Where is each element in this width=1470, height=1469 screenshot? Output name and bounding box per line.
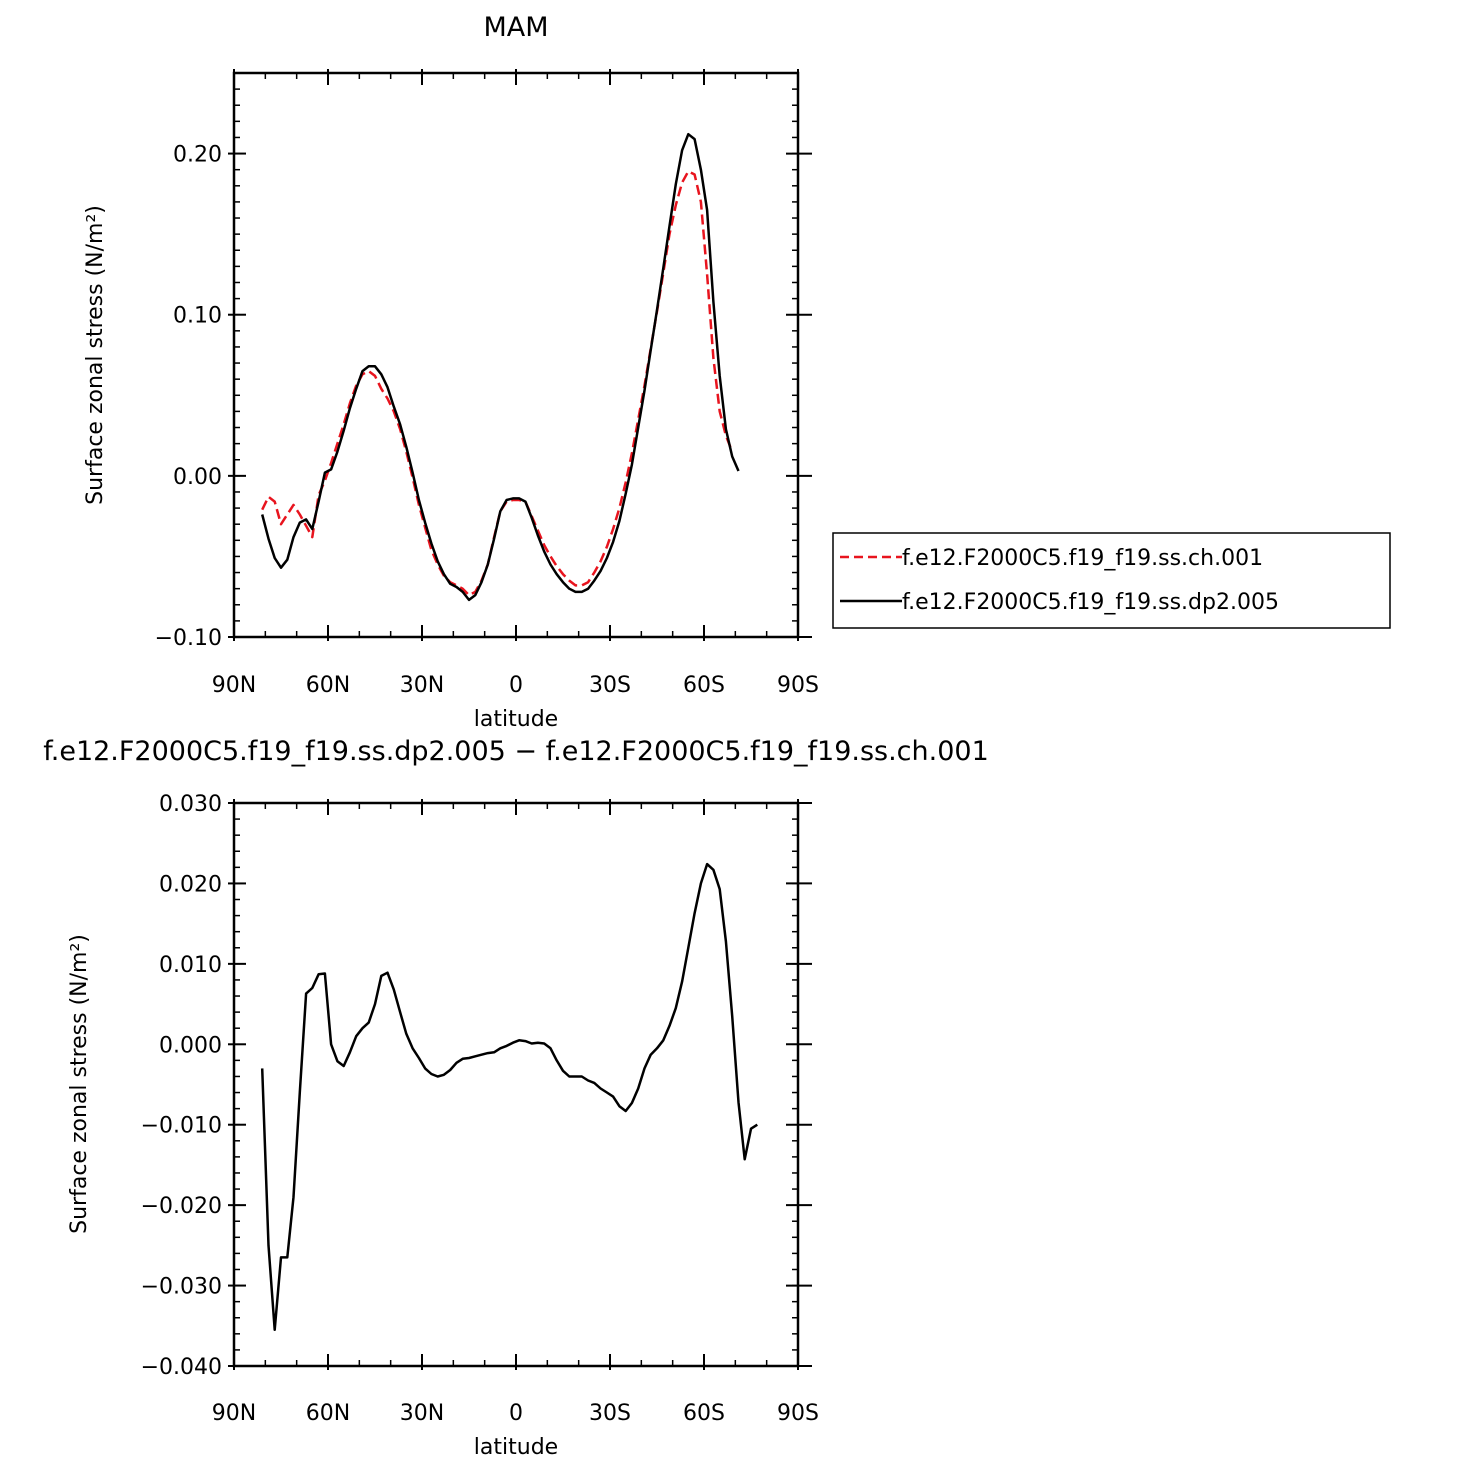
x-tick-label: 60S (683, 1401, 725, 1426)
y-tick-label: 0.030 (159, 792, 222, 817)
top-chart: MAM −0.100.000.100.20 90N 60N 30N 0 30S 60S 90… (83, 12, 1391, 732)
bottom-x-tick-labels: 90N 60N 30N 0 30S 60S 90S (212, 1401, 819, 1426)
y-tick-label: 0.000 (159, 1033, 222, 1058)
x-tick-label: 0 (509, 1401, 523, 1426)
y-tick-label: −0.020 (141, 1194, 222, 1219)
x-tick-label: 60N (306, 673, 350, 698)
top-x-axis-label: latitude (474, 707, 558, 732)
x-tick-label: 30S (589, 1401, 631, 1426)
y-tick-label: 0.020 (159, 872, 222, 897)
y-tick-label: 0.00 (173, 465, 222, 490)
y-tick-label: −0.010 (141, 1114, 222, 1139)
x-tick-label: 60N (306, 1401, 350, 1426)
bottom-y-axis-label: Surface zonal stress (N/m²) (67, 934, 92, 1234)
legend-entry-dp2005: f.e12.F2000C5.f19_f19.ss.dp2.005 (902, 590, 1279, 615)
y-tick-label: −0.10 (155, 626, 222, 651)
bottom-series-lines (260, 862, 758, 1332)
y-tick-label: 0.10 (173, 304, 222, 329)
top-y-tick-labels: −0.10 0.00 0.10 0.20 (155, 143, 222, 651)
legend-box (832, 532, 1391, 629)
x-tick-label: 30N (400, 1401, 444, 1426)
bottom-chart-title: f.e12.F2000C5.f19_f19.ss.dp2.005 − f.e12… (43, 736, 989, 767)
x-tick-label: 90N (212, 673, 256, 698)
y-tick-label: 0.20 (173, 143, 222, 168)
bottom-y-tick-labels: −0.040 −0.030 −0.020 −0.010 0.000 0.010 0.020 0… (141, 792, 222, 1380)
y-tick-label: −0.040 (141, 1355, 222, 1380)
x-tick-label: 90S (777, 1401, 819, 1426)
series-line-0 (261, 170, 734, 597)
top-y-axis-label: Surface zonal stress (N/m²) (83, 205, 108, 505)
bottom-ticks (228, 799, 812, 1370)
series-line-1 (260, 132, 740, 602)
top-legend: f.e12.F2000C5.f19_f19.ss.ch.001 f.e12.F2… (832, 532, 1391, 629)
x-tick-label: 30N (400, 673, 444, 698)
top-x-tick-labels: 90N 60N 30N 0 30S 60S 90S (212, 673, 819, 698)
bottom-chart: f.e12.F2000C5.f19_f19.ss.dp2.005 − f.e12… (43, 736, 989, 1460)
top-series-lines (260, 132, 740, 602)
y-tick-label: 0.010 (159, 953, 222, 978)
x-tick-label: 90S (777, 673, 819, 698)
top-ticks (228, 69, 812, 641)
top-chart-title: MAM (483, 12, 548, 43)
legend-entry-ch001: f.e12.F2000C5.f19_f19.ss.ch.001 (902, 546, 1263, 571)
x-tick-label: 90N (212, 1401, 256, 1426)
x-tick-label: 30S (589, 673, 631, 698)
bottom-x-axis-label: latitude (474, 1435, 558, 1460)
x-tick-label: 0 (509, 673, 523, 698)
x-tick-label: 60S (683, 673, 725, 698)
y-tick-label: −0.030 (141, 1275, 222, 1300)
series-line-0 (260, 862, 758, 1332)
bottom-plot-frame (232, 801, 800, 1368)
